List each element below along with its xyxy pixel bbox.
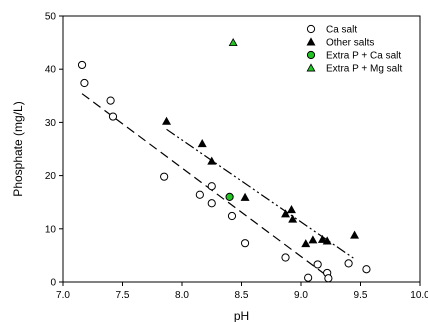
legend-label: Extra P + Ca salt <box>326 51 401 62</box>
legend-label: Ca salt <box>326 25 357 36</box>
data-points <box>77 37 371 283</box>
x-axis: 7.0 7.5 8.0 8.5 9.0 9.5 10.0 <box>56 282 428 301</box>
data-point <box>162 116 172 125</box>
y-tick-label: 50 <box>45 12 57 23</box>
data-point <box>207 199 216 208</box>
y-axis: 0 10 20 30 40 50 <box>45 12 63 289</box>
data-point <box>195 190 204 199</box>
data-point <box>313 260 322 269</box>
legend-marker <box>306 24 316 34</box>
data-point <box>228 37 238 47</box>
data-point <box>322 236 332 245</box>
legend-label: Other salts <box>326 38 374 49</box>
x-tick-label: 9.0 <box>294 290 308 301</box>
x-axis-title: pH <box>234 309 249 322</box>
x-tick-label: 8.0 <box>175 290 189 301</box>
legend: Ca salt Other salts Extra P + Ca salt Extra… <box>306 24 402 75</box>
regression-line <box>166 128 354 259</box>
data-point <box>108 112 118 121</box>
data-point <box>287 205 296 214</box>
data-point <box>240 239 250 248</box>
x-tick-label: 7.5 <box>116 290 130 301</box>
x-tick-label: 9.5 <box>354 290 368 301</box>
legend-label: Extra P + Mg salt <box>326 64 402 75</box>
y-tick-label: 30 <box>45 118 57 129</box>
data-point <box>350 230 360 239</box>
data-point <box>344 259 353 268</box>
data-point <box>197 139 207 148</box>
legend-marker <box>306 50 316 60</box>
data-point <box>362 265 371 274</box>
x-tick-label: 10.0 <box>410 290 428 301</box>
legend-marker <box>306 37 316 46</box>
data-point <box>301 239 311 248</box>
y-tick-label: 20 <box>45 171 57 182</box>
y-tick-label: 10 <box>45 224 57 235</box>
data-point <box>106 96 115 105</box>
y-tick-label: 0 <box>50 278 56 289</box>
data-point <box>77 60 87 70</box>
y-tick-label: 40 <box>45 65 57 76</box>
legend-marker <box>306 63 316 72</box>
data-point <box>288 214 298 223</box>
data-point <box>281 253 290 262</box>
data-point <box>80 78 89 88</box>
data-point <box>207 182 216 191</box>
regression-lines <box>81 93 354 279</box>
data-point <box>225 192 234 201</box>
data-point <box>304 273 313 282</box>
data-point <box>308 235 318 244</box>
regression-line <box>81 93 330 279</box>
data-point <box>281 209 291 218</box>
data-point <box>240 192 250 201</box>
data-point <box>207 156 217 165</box>
data-point <box>160 172 169 181</box>
x-tick-label: 7.0 <box>56 290 70 301</box>
y-axis-title: Phosphate (mg/L) <box>11 101 25 196</box>
x-tick-label: 8.5 <box>235 290 249 301</box>
data-point <box>227 211 237 221</box>
data-point <box>324 274 333 283</box>
data-point <box>317 234 327 243</box>
